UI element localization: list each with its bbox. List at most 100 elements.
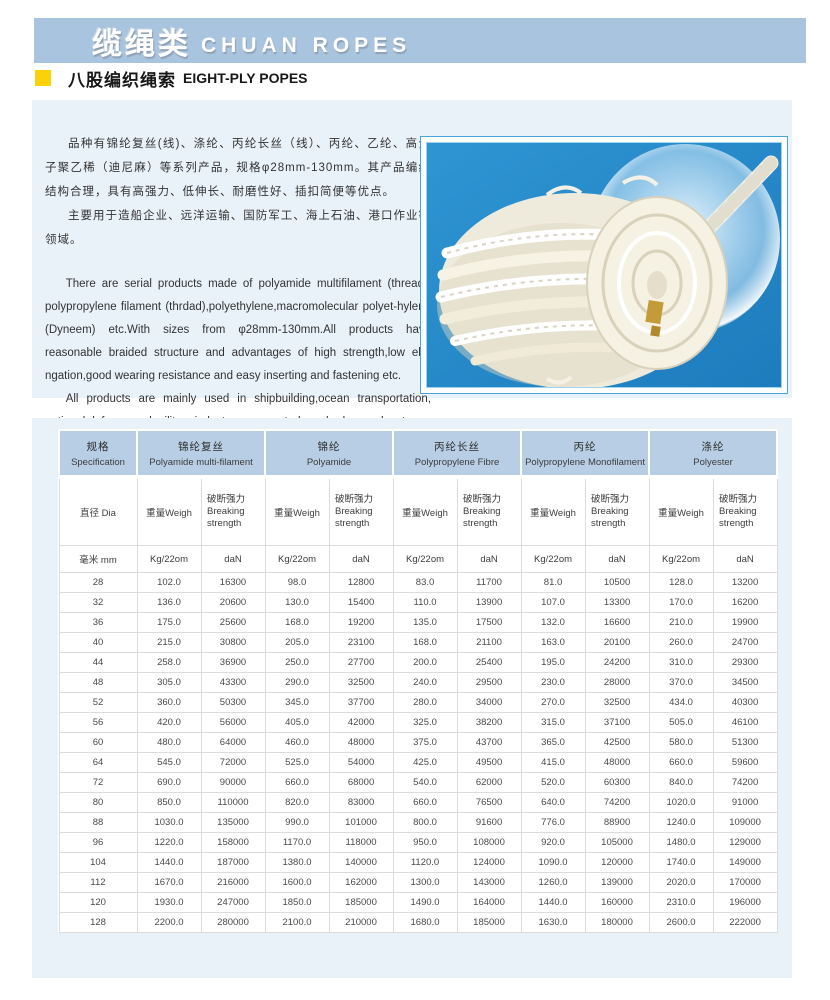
value-cell: 505.0 <box>648 712 714 733</box>
value-cell: 54000 <box>328 752 394 773</box>
value-cell: 640.0 <box>520 792 586 813</box>
value-cell: 149000 <box>712 852 778 873</box>
value-cell: 776.0 <box>520 812 586 833</box>
value-cell: 375.0 <box>392 732 458 753</box>
value-cell: 660.0 <box>392 792 458 813</box>
value-cell: 140000 <box>328 852 394 873</box>
value-cell: 62000 <box>456 772 522 793</box>
value-cell: 290.0 <box>264 672 330 693</box>
value-cell: 46100 <box>712 712 778 733</box>
table-row: 28 102.0 16300 98.0 12800 83.0 11700 81.0 10500 1… <box>58 572 778 593</box>
value-cell: 160000 <box>584 892 650 913</box>
value-cell: 210000 <box>328 912 394 933</box>
value-cell: 1240.0 <box>648 812 714 833</box>
value-cell: 59600 <box>712 752 778 773</box>
value-cell: 2310.0 <box>648 892 714 913</box>
value-cell: 1930.0 <box>136 892 202 913</box>
value-cell: 64000 <box>200 732 266 753</box>
value-cell: 107.0 <box>520 592 586 613</box>
value-cell: 1220.0 <box>136 832 202 853</box>
value-cell: 60300 <box>584 772 650 793</box>
value-cell: 25600 <box>200 612 266 633</box>
yellow-bullet-icon <box>35 70 51 86</box>
subtitle-zh: 八股编织绳索 <box>68 70 176 90</box>
value-cell: 15400 <box>328 592 394 613</box>
table-row: 72 690.0 90000 660.0 68000 540.0 62000 520.0 603… <box>58 772 778 793</box>
value-cell: 170.0 <box>648 592 714 613</box>
value-cell: 83.0 <box>392 572 458 593</box>
value-cell: 139000 <box>584 872 650 893</box>
header-specification: 规格 Specification <box>58 429 138 479</box>
intro-paragraph-zh-1: 品种有锦纶复丝(线)、涤纶、丙纶长丝（线）、丙纶、乙纶、高分子聚乙稀（迪尼麻）等… <box>45 138 431 198</box>
table-row: 52 360.0 50300 345.0 37700 280.0 34000 270.0 325… <box>58 692 778 713</box>
value-cell: 98.0 <box>264 572 330 593</box>
header-strength: 破断强力 Breaking strength <box>456 476 522 546</box>
value-cell: 91600 <box>456 812 522 833</box>
value-cell: 42500 <box>584 732 650 753</box>
value-cell: 32500 <box>328 672 394 693</box>
unit-weight: Kg/22om <box>520 545 586 573</box>
value-cell: 187000 <box>200 852 266 873</box>
value-cell: 29500 <box>456 672 522 693</box>
value-cell: 20600 <box>200 592 266 613</box>
diameter-cell: 120 <box>58 892 138 913</box>
intro-paragraph-en-1: There are serial products made of polyam… <box>45 278 431 382</box>
value-cell: 270.0 <box>520 692 586 713</box>
measure-header-row: 直径 Dia 重量Weigh 破断强力 Breaking strength 重量W… <box>58 476 778 546</box>
value-cell: 425.0 <box>392 752 458 773</box>
value-cell: 49500 <box>456 752 522 773</box>
value-cell: 36900 <box>200 652 266 673</box>
value-cell: 480.0 <box>136 732 202 753</box>
value-cell: 124000 <box>456 852 522 873</box>
diameter-cell: 44 <box>58 652 138 673</box>
value-cell: 128.0 <box>648 572 714 593</box>
value-cell: 163.0 <box>520 632 586 653</box>
value-cell: 365.0 <box>520 732 586 753</box>
diameter-cell: 72 <box>58 772 138 793</box>
value-cell: 23100 <box>328 632 394 653</box>
value-cell: 196000 <box>712 892 778 913</box>
value-cell: 370.0 <box>648 672 714 693</box>
value-cell: 434.0 <box>648 692 714 713</box>
unit-strength: daN <box>328 545 394 573</box>
value-cell: 108000 <box>456 832 522 853</box>
value-cell: 135.0 <box>392 612 458 633</box>
table-row: 104 1440.0 187000 1380.0 140000 1120.0 124000 1… <box>58 852 778 873</box>
value-cell: 185000 <box>456 912 522 933</box>
diameter-cell: 32 <box>58 592 138 613</box>
intro-section: 品种有锦纶复丝(线)、涤纶、丙纶长丝（线）、丙纶、乙纶、高分子聚乙稀（迪尼麻）等… <box>32 100 792 428</box>
value-cell: 136.0 <box>136 592 202 613</box>
unit-weight: Kg/22om <box>264 545 330 573</box>
table-row: 112 1670.0 216000 1600.0 162000 1300.0 143000 1… <box>58 872 778 893</box>
value-cell: 415.0 <box>520 752 586 773</box>
header-specification-en: Specification <box>71 456 125 468</box>
value-cell: 1300.0 <box>392 872 458 893</box>
value-cell: 105000 <box>584 832 650 853</box>
value-cell: 1600.0 <box>264 872 330 893</box>
value-cell: 1380.0 <box>264 852 330 873</box>
value-cell: 216000 <box>200 872 266 893</box>
value-cell: 168.0 <box>264 612 330 633</box>
table-row: 96 1220.0 158000 1170.0 118000 950.0 108000 920… <box>58 832 778 853</box>
value-cell: 162000 <box>328 872 394 893</box>
value-cell: 1090.0 <box>520 852 586 873</box>
value-cell: 37100 <box>584 712 650 733</box>
value-cell: 280.0 <box>392 692 458 713</box>
value-cell: 840.0 <box>648 772 714 793</box>
value-cell: 135000 <box>200 812 266 833</box>
table-row: 88 1030.0 135000 990.0 101000 800.0 91600 776.0… <box>58 812 778 833</box>
value-cell: 1480.0 <box>648 832 714 853</box>
value-cell: 13200 <box>712 572 778 593</box>
value-cell: 1440.0 <box>520 892 586 913</box>
value-cell: 56000 <box>200 712 266 733</box>
value-cell: 1670.0 <box>136 872 202 893</box>
value-cell: 90000 <box>200 772 266 793</box>
value-cell: 205.0 <box>264 632 330 653</box>
value-cell: 690.0 <box>136 772 202 793</box>
value-cell: 48000 <box>328 732 394 753</box>
value-cell: 129000 <box>712 832 778 853</box>
value-cell: 28000 <box>584 672 650 693</box>
value-cell: 258.0 <box>136 652 202 673</box>
table-row: 120 1930.0 247000 1850.0 185000 1490.0 164000 1… <box>58 892 778 913</box>
